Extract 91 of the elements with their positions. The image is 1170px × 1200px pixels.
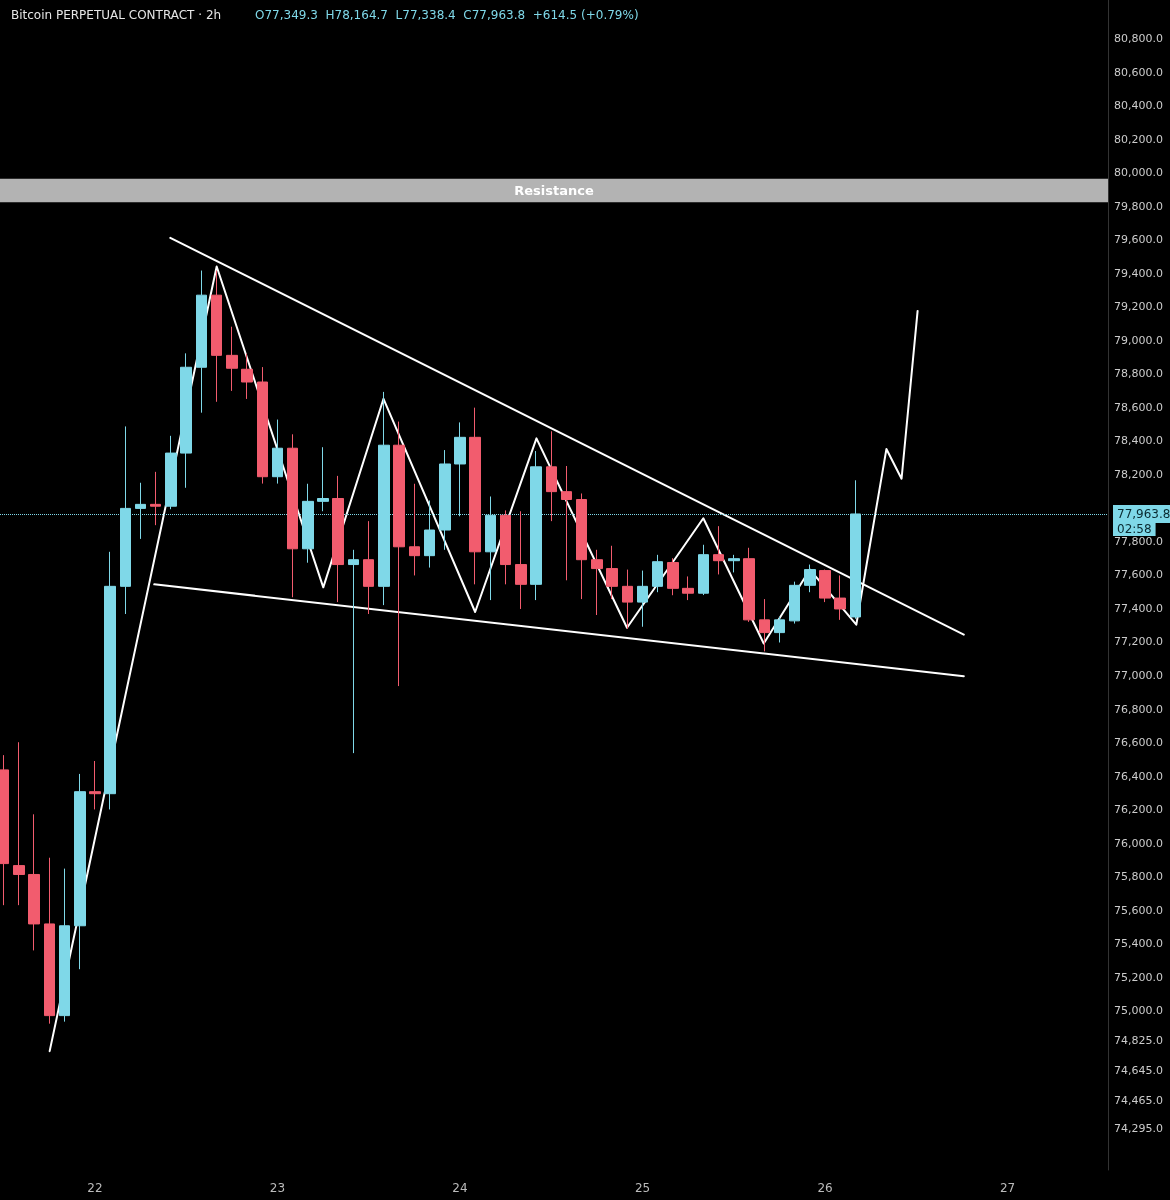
candlestick <box>500 509 511 585</box>
candlestick <box>89 760 101 810</box>
candlestick <box>59 868 70 1023</box>
candlestick <box>44 857 55 1025</box>
band-label: Resistance <box>514 183 594 198</box>
y-tick-label: 77,400.0 <box>1114 601 1163 615</box>
candlestick <box>576 492 587 600</box>
y-tick-label: 76,800.0 <box>1114 702 1163 716</box>
candlestick <box>165 435 177 510</box>
y-tick-label: 74,645.0 <box>1114 1063 1163 1077</box>
y-tick-label: 75,200.0 <box>1114 970 1163 984</box>
candlestick <box>469 407 481 585</box>
candlestick <box>287 433 298 598</box>
y-tick-label: 75,400.0 <box>1114 937 1163 951</box>
candlestick <box>834 574 846 621</box>
y-tick-label: 78,200.0 <box>1114 467 1163 481</box>
x-tick-label: 25 <box>634 1181 651 1195</box>
y-tick-label: 75,800.0 <box>1114 870 1163 884</box>
y-tick-label: 77,000.0 <box>1114 669 1163 683</box>
candlestick <box>728 554 740 573</box>
y-tick-label: 76,000.0 <box>1114 836 1163 850</box>
candlestick <box>13 741 25 906</box>
y-tick-label: 75,000.0 <box>1114 1004 1163 1018</box>
candlestick <box>211 270 222 403</box>
candlestick <box>272 419 283 485</box>
y-tick-label: 78,600.0 <box>1114 400 1163 414</box>
y-tick-label: 79,800.0 <box>1114 199 1163 213</box>
candlestick <box>789 581 800 625</box>
x-tick-label: 24 <box>452 1181 468 1195</box>
y-tick-label: 74,295.0 <box>1114 1122 1163 1136</box>
y-tick-label: 74,465.0 <box>1114 1093 1163 1107</box>
candlestick <box>819 569 831 603</box>
y-tick-label: 80,200.0 <box>1114 132 1163 146</box>
y-tick-label: 79,000.0 <box>1114 333 1163 347</box>
candlestick <box>74 773 86 970</box>
y-tick-label: 77,200.0 <box>1114 635 1163 649</box>
candlestick <box>606 545 618 600</box>
candlestick <box>180 352 192 489</box>
candlestick <box>515 510 527 610</box>
y-tick-label: 79,400.0 <box>1114 266 1163 280</box>
candlestick <box>652 554 663 593</box>
candlestick <box>363 520 374 615</box>
x-tick-label: 22 <box>87 1181 103 1195</box>
y-tick-label: 78,400.0 <box>1114 434 1163 448</box>
candlestick <box>682 575 694 601</box>
x-tick-label: 26 <box>817 1181 833 1195</box>
candlestick <box>713 525 724 575</box>
candlestick <box>150 471 161 526</box>
candlestick <box>591 549 603 616</box>
x-tick-label: 23 <box>269 1181 286 1195</box>
text: 02:58 <box>1117 521 1152 536</box>
y-tick-label: 78,800.0 <box>1114 367 1163 381</box>
candlestick <box>257 366 268 485</box>
x-tick-label: 27 <box>999 1181 1016 1195</box>
text: Bitcoin PERPETUAL CONTRACT · 2h <box>11 8 222 22</box>
candlestick <box>226 326 238 392</box>
candlestick <box>332 475 344 603</box>
candlestick <box>28 813 40 951</box>
candlestick <box>667 557 679 596</box>
y-tick-label: 76,200.0 <box>1114 803 1163 817</box>
candlestick <box>104 551 116 810</box>
candlestick <box>546 430 557 522</box>
y-tick-label: 77,600.0 <box>1114 568 1163 582</box>
ref-line-label: 77,963.8 <box>1117 506 1170 521</box>
candlestick <box>622 569 633 630</box>
candlestick <box>241 353 253 400</box>
candlestick <box>196 270 207 414</box>
y-tick-label: 80,800.0 <box>1114 32 1163 46</box>
y-tick-label: 77,800.0 <box>1114 534 1163 548</box>
y-tick-label: 80,600.0 <box>1114 65 1163 79</box>
y-tick-label: 80,400.0 <box>1114 99 1163 113</box>
candlestick <box>743 547 755 623</box>
y-tick-label: 79,600.0 <box>1114 233 1163 247</box>
text: O77,349.3 H78,164.7 L77,338.4 C77,963.8 +614.5 (+0.79%) <box>255 8 639 22</box>
y-tick-label: 75,600.0 <box>1114 903 1163 917</box>
candlestick <box>759 598 770 652</box>
y-tick-label: 79,200.0 <box>1114 300 1163 314</box>
y-tick-label: 74,825.0 <box>1114 1033 1163 1047</box>
candlestick <box>348 549 359 754</box>
candlestick <box>561 465 572 581</box>
candlestick <box>0 754 9 906</box>
candlestick <box>804 564 816 593</box>
candlestick <box>393 421 405 687</box>
candlestick <box>317 446 329 512</box>
candlestick <box>409 483 420 576</box>
candlestick <box>637 570 648 628</box>
y-tick-label: 80,000.0 <box>1114 166 1163 180</box>
candlestick <box>698 544 709 596</box>
candlestick <box>774 616 785 643</box>
y-tick-label: 76,600.0 <box>1114 736 1163 750</box>
y-tick-label: 76,400.0 <box>1114 769 1163 783</box>
